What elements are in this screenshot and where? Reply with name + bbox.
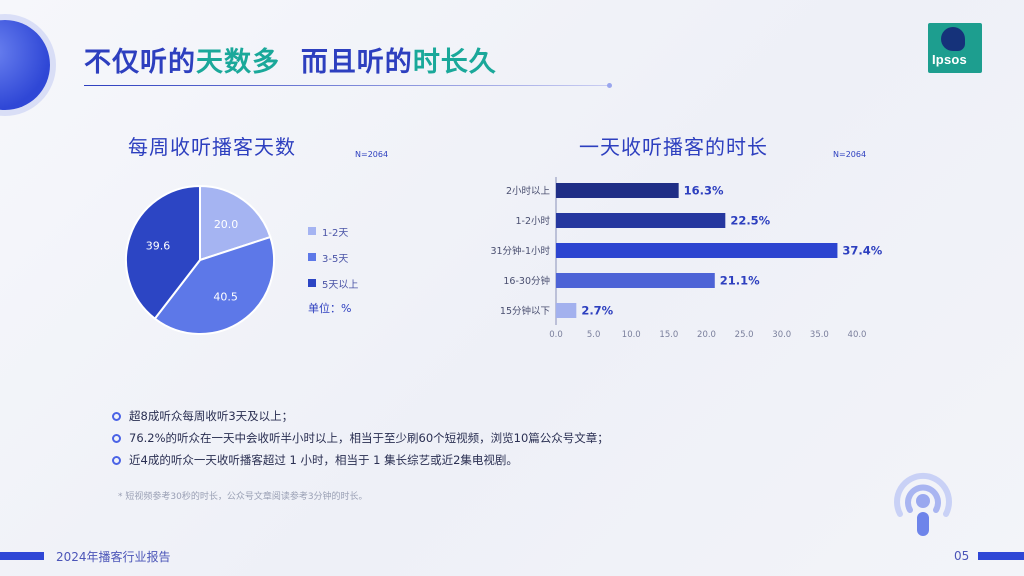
bar-chart-title: 一天收听播客的时长: [579, 135, 768, 159]
finding-3: 近4成的听众一天收听播客超过 1 小时，相当于 1 集长综艺或近2集电视剧。: [112, 449, 609, 471]
x-tick-label-8: 35.0: [810, 330, 829, 340]
bar-value-label-3: 37.4%: [842, 244, 882, 258]
legend-item-3: 5天以上: [308, 274, 358, 292]
pie-chart: 20.0 40.5 39.6: [125, 184, 275, 335]
legend-label-3: 5天以上: [322, 279, 359, 291]
legend-swatch-2: [308, 253, 316, 261]
footer-accent-right: [978, 552, 1024, 560]
legend-item-2: 3-5天: [308, 248, 358, 266]
logo-mark-icon: [941, 27, 965, 51]
finding-2: 76.2%的听众在一天中会收听半小时以上，相当于至少刷60个短视频，浏览10篇公…: [112, 427, 609, 449]
footer-accent-left: [0, 552, 44, 560]
pie-label-3: 39.6: [146, 240, 171, 253]
x-tick-label-5: 20.0: [697, 330, 716, 340]
finding-text-2: 76.2%的听众在一天中会收听半小时以上，相当于至少刷60个短视频，浏览10篇公…: [129, 431, 609, 445]
bar-5: [556, 303, 577, 318]
legend-label-2: 3-5天: [322, 253, 349, 265]
bar-chart: 2小时以上 16.3% 1-2小时 22.5% 31分钟-1小时 37.4% 16-30分钟…: [490, 177, 883, 340]
legend-item-1: 1-2天: [308, 222, 358, 240]
legend-swatch-3: [308, 279, 316, 287]
bar-category-label-3: 31分钟-1小时: [490, 245, 550, 257]
footnote: * 短视频参考30秒的时长，公众号文章阅读参考3分钟的时长。: [118, 492, 368, 502]
x-tick-label-6: 25.0: [735, 330, 754, 340]
bullet-icon: [112, 411, 121, 421]
ipsos-logo: Ipsos: [928, 23, 982, 73]
bar-3: [556, 243, 838, 258]
x-tick-label-7: 30.0: [772, 330, 791, 340]
title-divider: [84, 83, 612, 88]
title-highlight-1: 天数多: [196, 47, 280, 78]
page-number: 05: [954, 549, 970, 563]
finding-text-1: 超8成听众每周收听3天及以上；: [129, 409, 294, 423]
page-title: 不仅听的天数多 而且听的时长久: [84, 40, 497, 79]
pie-legend: 1-2天 3-5天 5天以上 单位：%: [308, 222, 358, 316]
bar-value-label-5: 2.7%: [581, 304, 613, 318]
x-tick-label-2: 5.0: [587, 330, 601, 340]
bar-category-label-5: 15分钟以下: [500, 305, 550, 317]
bar-value-label-4: 21.1%: [720, 274, 760, 288]
finding-1: 超8成听众每周收听3天及以上；: [112, 405, 609, 427]
x-tick-label-1: 0.0: [549, 330, 563, 340]
bar-value-label-1: 16.3%: [684, 184, 724, 198]
pie-label-2: 40.5: [213, 290, 238, 303]
bar-category-label-2: 1-2小时: [515, 215, 550, 227]
pie-slice-3: [125, 184, 201, 321]
bar-1: [556, 183, 679, 198]
key-findings: 超8成听众每周收听3天及以上； 76.2%的听众在一天中会收听半小时以上，相当于…: [112, 405, 609, 471]
report-name: 2024年播客行业报告: [56, 550, 171, 564]
bar-chart-n: N=2064: [833, 150, 867, 159]
title-highlight-2: 时长久: [412, 47, 497, 78]
pie-chart-title: 每周收听播客天数: [128, 135, 296, 159]
podcast-icon: [894, 472, 952, 536]
unit-label: 单位：%: [308, 302, 352, 315]
bar-category-label-4: 16-30分钟: [503, 275, 550, 287]
title-part-1: 不仅听的: [84, 47, 196, 78]
legend-swatch-1: [308, 227, 316, 235]
title-part-2: 而且听的: [300, 47, 413, 78]
pie-label-1: 20.0: [214, 218, 239, 231]
bullet-icon: [112, 433, 121, 443]
bar-category-label-1: 2小时以上: [506, 185, 551, 197]
x-tick-label-3: 10.0: [622, 330, 641, 340]
pie-slice-2: [153, 235, 275, 335]
pie-chart-n: N=2064: [355, 150, 389, 159]
x-tick-label-9: 40.0: [848, 330, 867, 340]
pie-slice-1: [199, 184, 272, 262]
finding-text-3: 近4成的听众一天收听播客超过 1 小时，相当于 1 集长综艺或近2集电视剧。: [129, 453, 518, 467]
bullet-icon: [112, 455, 121, 465]
bar-4: [556, 273, 715, 288]
x-tick-label-4: 15.0: [659, 330, 678, 340]
legend-label-1: 1-2天: [322, 227, 349, 239]
decorative-circle: [0, 20, 50, 110]
bar-value-label-2: 22.5%: [730, 214, 770, 228]
logo-text: Ipsos: [932, 52, 967, 67]
bar-2: [556, 213, 726, 228]
